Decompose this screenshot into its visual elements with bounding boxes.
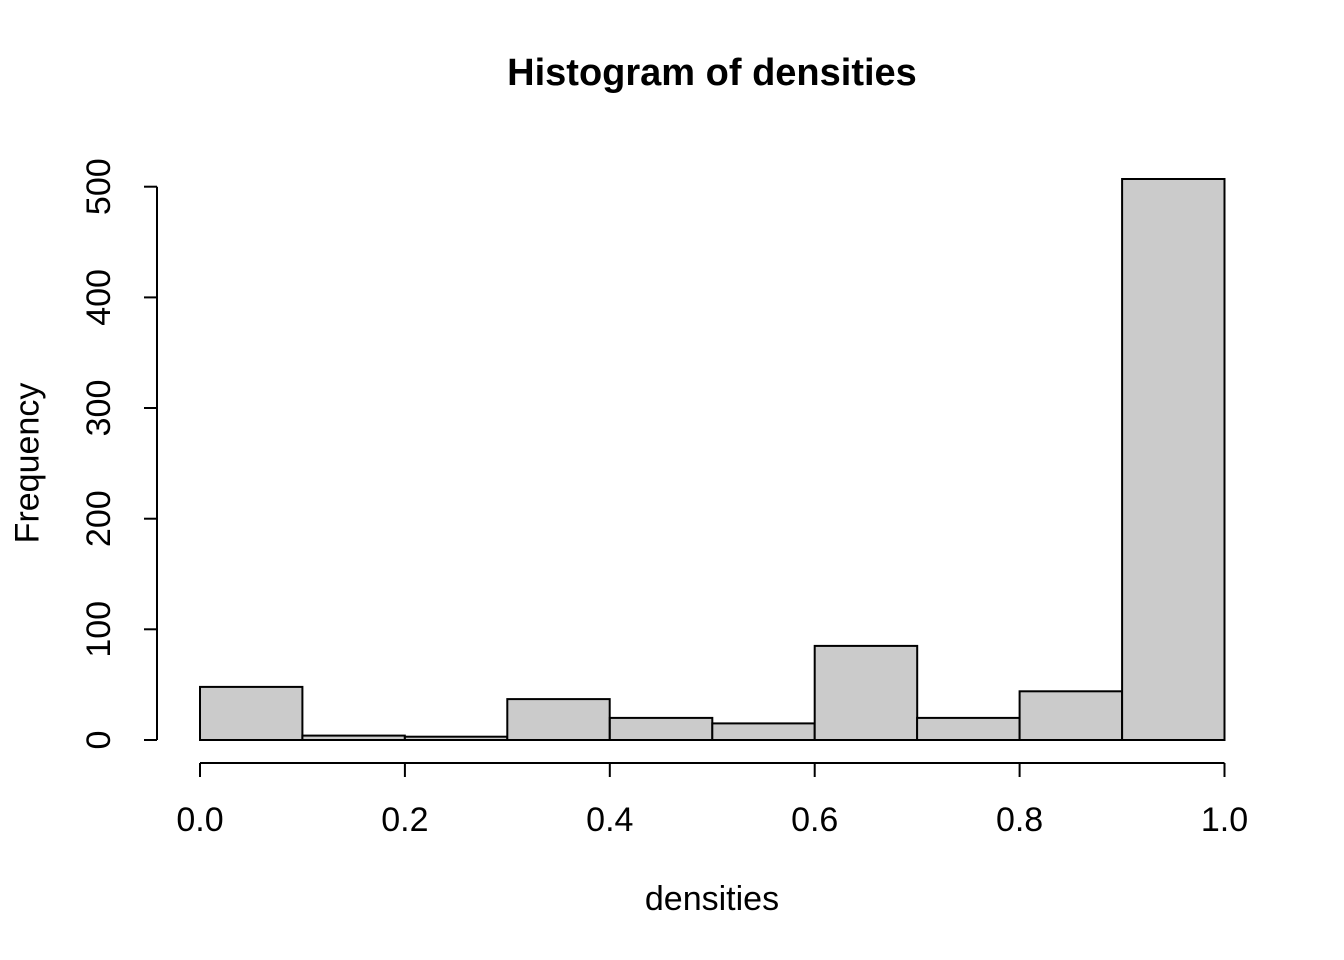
histogram-bar <box>199 685 304 742</box>
y-axis-label: Frequency <box>8 382 47 544</box>
x-tick-label: 1.0 <box>1201 801 1248 839</box>
y-tick-label: 100 <box>80 601 118 658</box>
x-tick-label: 0.0 <box>176 801 223 839</box>
y-tick-label: 400 <box>80 269 118 326</box>
x-tick-label: 0.8 <box>996 801 1043 839</box>
histogram-bar <box>1018 690 1124 741</box>
histogram-bar <box>608 716 714 742</box>
y-tick-label: 500 <box>80 158 118 215</box>
chart-title: Histogram of densities <box>507 52 917 94</box>
histogram-bar <box>506 698 611 741</box>
y-tick-label: 200 <box>80 490 118 547</box>
x-tick-label: 0.6 <box>791 801 838 839</box>
histogram-bar <box>813 644 919 742</box>
x-tick-label: 0.4 <box>586 801 633 839</box>
y-tick-label: 300 <box>80 380 118 437</box>
histogram-bar <box>1121 178 1226 741</box>
y-tick-label: 0 <box>80 731 118 750</box>
histogram-bar <box>711 722 816 742</box>
x-tick-label: 0.2 <box>381 801 428 839</box>
histogram-bar <box>301 734 406 741</box>
x-axis-label: densities <box>644 880 780 918</box>
histogram-bars <box>199 178 1226 742</box>
histogram-bar <box>916 716 1021 742</box>
histogram-bar <box>403 735 509 742</box>
